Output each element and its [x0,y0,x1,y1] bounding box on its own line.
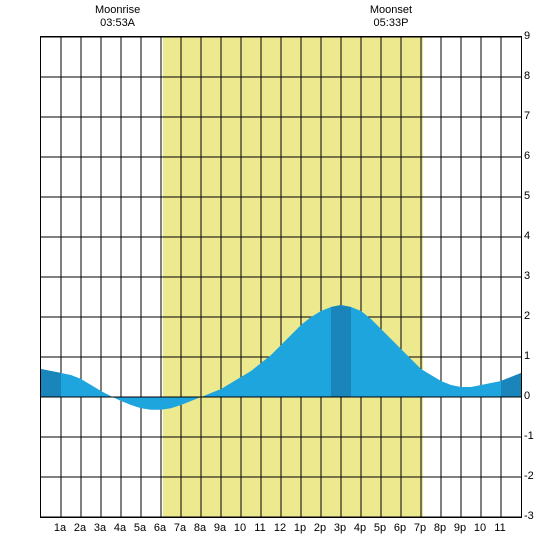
xtick-label: 5a [134,522,146,534]
ytick-label: 2 [524,310,530,322]
ytick-label: 9 [524,30,530,42]
ytick-label: 1 [524,350,530,362]
plot-area [40,36,522,518]
ytick-label: -1 [524,430,534,442]
ytick-label: 3 [524,270,530,282]
xtick-label: 3p [334,522,346,534]
ytick-label: 8 [524,70,530,82]
xtick-label: 4p [354,522,366,534]
xtick-label: 8p [434,522,446,534]
ytick-label: -3 [524,510,534,522]
xtick-label: 2p [314,522,326,534]
xtick-label: 7a [174,522,186,534]
xtick-label: 6p [394,522,406,534]
top-annotations: Moonrise 03:53A Moonset 05:33P [0,0,550,36]
moon-annotation: Moonrise 03:53A [95,4,140,30]
xtick-label: 6a [154,522,166,534]
ytick-label: 0 [524,390,530,402]
ytick-label: 4 [524,230,530,242]
xtick-label: 7p [414,522,426,534]
xtick-label: 2a [74,522,86,534]
xtick-label: 3a [94,522,106,534]
xtick-label: 4a [114,522,126,534]
xtick-label: 8a [194,522,206,534]
xtick-label: 12 [274,522,286,534]
ytick-label: 5 [524,190,530,202]
ytick-label: 7 [524,110,530,122]
xtick-label: 1p [294,522,306,534]
xtick-label: 9a [214,522,226,534]
xtick-label: 10 [234,522,246,534]
xtick-label: 10 [474,522,486,534]
xtick-label: 5p [374,522,386,534]
xtick-label: 11 [254,522,265,534]
xtick-label: 1a [54,522,66,534]
ytick-label: 6 [524,150,530,162]
ytick-label: -2 [524,470,534,482]
moon-annotation: Moonset 05:33P [370,4,412,30]
tide-chart: Moonrise 03:53AMoonset 05:33P -3-2-10123… [0,0,550,550]
xtick-label: 9p [454,522,466,534]
chart-svg [41,37,521,517]
xtick-label: 11 [494,522,505,534]
